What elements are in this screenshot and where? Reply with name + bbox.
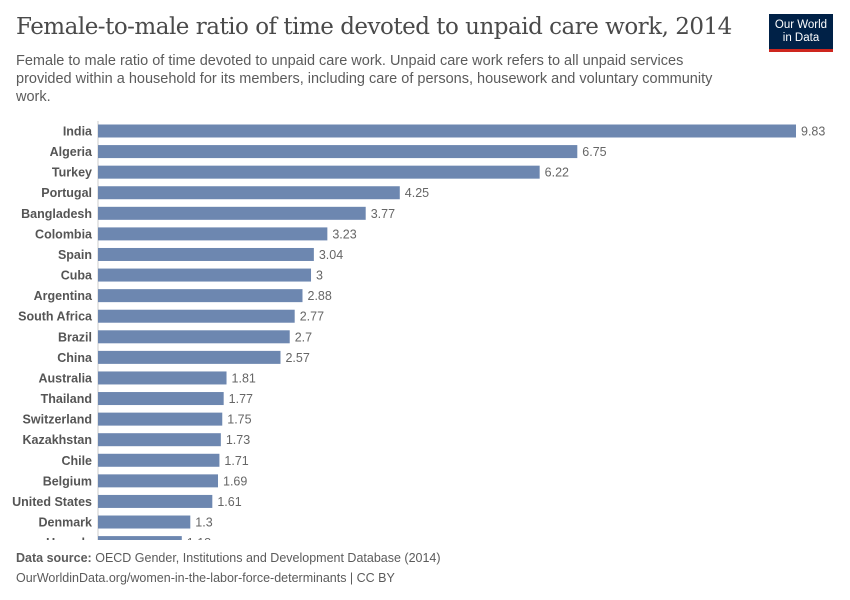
category-label: Turkey (52, 166, 92, 180)
bar (98, 515, 191, 529)
bar (98, 371, 227, 385)
bar-chart: India 9.83 Algeria 6.75 Turkey 6.22 Portugal 4.… (12, 121, 825, 540)
category-label: Switzerland (23, 413, 92, 427)
bar (98, 309, 295, 323)
value-label: 1.18 (187, 536, 211, 540)
bar (98, 433, 221, 447)
category-label: Argentina (34, 289, 93, 303)
category-label: Uganda (46, 536, 93, 540)
bar (98, 453, 220, 467)
logo-line-2: in Data (782, 31, 820, 44)
bar (98, 474, 219, 488)
value-label: 2.7 (295, 330, 312, 344)
value-label: 1.61 (217, 495, 241, 509)
category-label: Colombia (35, 227, 93, 241)
bar (98, 247, 314, 261)
value-label: 6.75 (582, 145, 606, 159)
source-url[interactable]: OurWorldinData.org/women-in-the-labor-fo… (16, 571, 395, 585)
chart-subtitle: Female to male ratio of time devoted to … (16, 53, 713, 105)
value-label: 1.73 (226, 433, 250, 447)
value-label: 1.3 (195, 516, 212, 530)
category-label: Belgium (43, 474, 92, 488)
bar (98, 145, 578, 159)
bar (98, 206, 366, 220)
source-label: Data source: (16, 551, 92, 565)
value-label: 1.75 (227, 413, 251, 427)
bar (98, 536, 182, 540)
category-label: Thailand (41, 392, 92, 406)
value-label: 6.22 (545, 166, 569, 180)
bar (98, 330, 290, 344)
logo-line-1: Our World (774, 18, 828, 31)
category-label: South Africa (18, 310, 93, 324)
category-label: India (63, 125, 93, 139)
category-label: Spain (58, 248, 92, 262)
category-label: Denmark (39, 516, 93, 530)
category-label: Bangladesh (21, 207, 92, 221)
data-source: Data source: OECD Gender, Institutions a… (16, 548, 441, 568)
value-label: 3.77 (371, 207, 395, 221)
value-label: 3.04 (319, 248, 343, 262)
footer: Data source: OECD Gender, Institutions a… (16, 548, 441, 588)
source-text: OECD Gender, Institutions and Developmen… (95, 551, 441, 565)
category-label: Australia (39, 371, 94, 385)
category-label: Chile (61, 454, 92, 468)
value-label: 2.57 (285, 351, 309, 365)
bar (98, 392, 224, 406)
category-label: China (57, 351, 93, 365)
value-label: 3.23 (332, 227, 356, 241)
category-label: Portugal (41, 186, 92, 200)
value-label: 4.25 (405, 186, 429, 200)
category-label: United States (12, 495, 92, 509)
value-label: 1.71 (224, 454, 248, 468)
category-label: Cuba (61, 269, 93, 283)
bar (98, 268, 312, 282)
bar (98, 186, 400, 200)
value-label: 3 (316, 269, 323, 283)
category-label: Algeria (50, 145, 93, 159)
bar (98, 412, 223, 426)
value-label: 1.81 (232, 371, 256, 385)
bar (98, 227, 328, 241)
bar (98, 350, 281, 364)
category-label: Brazil (58, 330, 92, 344)
owid-logo[interactable]: Our World in Data (769, 14, 833, 52)
value-label: 1.77 (229, 392, 253, 406)
value-label: 2.77 (300, 310, 324, 324)
value-label: 2.88 (308, 289, 332, 303)
category-label: Kazakhstan (23, 433, 92, 447)
bar (98, 494, 213, 508)
value-label: 1.69 (223, 474, 247, 488)
bar (98, 124, 796, 138)
bar (98, 289, 303, 303)
bar (98, 165, 540, 179)
chart-title: Female-to-male ratio of time devoted to … (16, 14, 732, 40)
value-label: 9.83 (801, 125, 825, 139)
